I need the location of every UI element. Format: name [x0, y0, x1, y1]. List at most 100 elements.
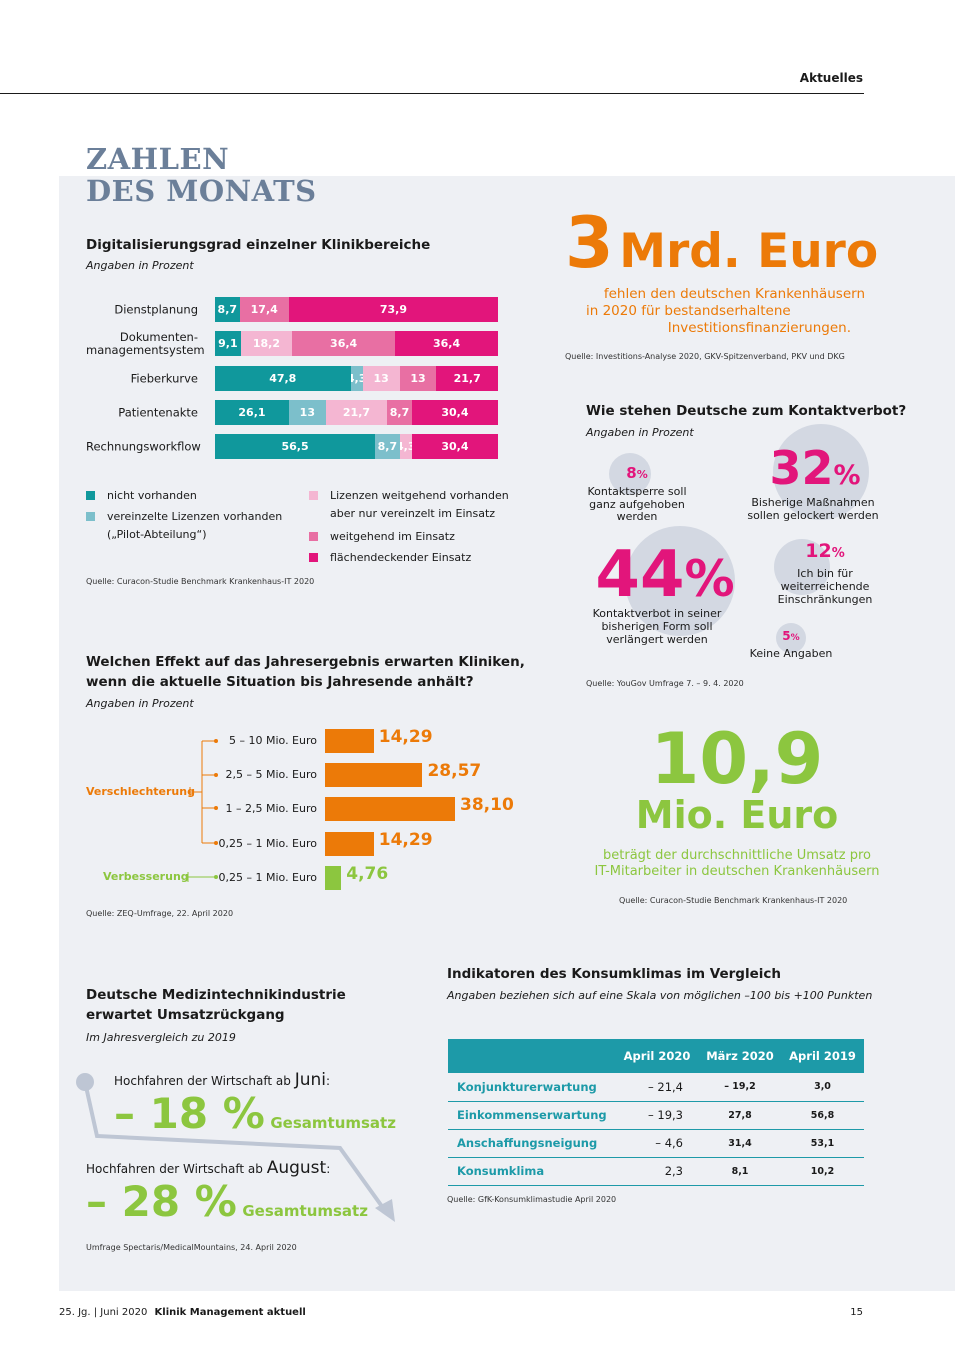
kontakt-44-line2: bisherigen Form soll — [601, 620, 713, 633]
bar-segment-weitgehend: 36,4 — [292, 331, 396, 356]
kontakt-44-pct: % — [684, 550, 735, 608]
digital-row-label: Dienstplanung — [114, 302, 198, 316]
digital-row: Dokumenten-managementsystem 9,1 18,2 36,4 36… — [86, 330, 506, 356]
bar-segment-nicht: 56,5 — [215, 434, 376, 459]
footer-journal: Klinik Management aktuell — [154, 1307, 306, 1318]
mrd-source: Quelle: Investitions-Analyse 2020, GKV-S… — [565, 352, 845, 361]
legend-nicht: nicht vorhanden — [107, 489, 197, 502]
bar-segment-nicht: 9,1 — [215, 331, 241, 356]
kontakt-8-line2: ganz aufgehoben — [589, 497, 685, 511]
bar-segment-weitgehend: 8,7 — [387, 400, 412, 425]
bubble-5 — [776, 623, 806, 653]
effekt-group-good: Verbesserung — [103, 870, 189, 883]
legend-vereinzelt-line1: vereinzelte Lizenzen vorhanden — [107, 510, 283, 523]
legend-flaechendeckend: flächendeckender Einsatz — [330, 551, 472, 564]
kontakt-8-line1: Kontaktsperre soll — [587, 485, 687, 498]
page-title: ZAHLEN DES MONATS — [86, 143, 317, 207]
effekt-category-label: 0,25 – 1 Mio. Euro — [218, 871, 318, 884]
konsum-cell: 27,8 — [699, 1101, 781, 1130]
section-label: Aktuelles — [799, 71, 863, 85]
effekt-title: Welchen Effekt auf das Jahresergebnis er… — [86, 652, 525, 692]
konsum-table: April 2020 März 2020 April 2019 Konjunkt… — [448, 1039, 864, 1186]
kontakt-32-value: 32% — [740, 445, 890, 491]
kontakt-title: Wie stehen Deutsche zum Kontaktverbot? — [586, 403, 907, 419]
bar-segment-lizenzen: 21,7 — [325, 400, 388, 425]
effekt-bar — [325, 797, 455, 821]
umsatz-text-line2: IT-Mitarbeiter in deutschen Krankenhäuse… — [594, 864, 880, 879]
effekt-value-label: 4,76 — [346, 864, 389, 884]
konsum-table-wrap: April 2020 März 2020 April 2019 Konjunkt… — [448, 1039, 864, 1186]
bubble-44 — [625, 526, 735, 636]
kontakt-8-number: 8 — [626, 464, 637, 482]
kontakt-source: Quelle: YouGov Umfrage 7. – 9. 4. 2020 — [586, 679, 744, 688]
legend-swatch-vereinzelt — [86, 512, 95, 521]
digital-bar: 47,8 4,3 13 13 21,7 — [215, 366, 498, 391]
mrd-unit: Mrd. Euro — [619, 224, 879, 279]
legend-swatch-flaechendeckend — [309, 553, 318, 562]
kontakt-5-value: 5% — [761, 630, 821, 643]
bar-segment-flaechendeckend: 73,9 — [288, 297, 498, 322]
effekt-subtitle: Angaben in Prozent — [86, 697, 194, 710]
digital-bar: 8,7 17,4 73,9 — [215, 297, 498, 322]
bar-segment-nicht: 26,1 — [215, 400, 289, 425]
kontakt-32-pct: % — [833, 460, 861, 491]
konsum-cell: 3,0 — [781, 1073, 864, 1102]
kontakt-8-text: Kontaktsperre soll ganz aufgehoben werde… — [575, 485, 699, 524]
legend-swatch-lizenzen — [309, 491, 318, 500]
konsum-cell: – 19,2 — [699, 1073, 781, 1102]
effekt-value-label: 28,57 — [427, 761, 482, 781]
bar-segment-flaechendeckend: 36,4 — [395, 331, 498, 356]
medtech-s1-result: – 18 % Gesamtumsatz — [114, 1093, 396, 1135]
medtech-s2-value: – 28 % — [86, 1177, 237, 1226]
kontakt-8-value: 8% — [579, 464, 695, 482]
konsum-cell: 2,3 — [615, 1157, 699, 1186]
mrd-number: 3 — [565, 202, 614, 284]
bar-segment-vereinzelt: 8,7 — [375, 434, 400, 459]
digital-bar: 9,1 18,2 36,4 36,4 — [215, 331, 498, 356]
kontakt-12-pct: % — [831, 546, 845, 561]
kontakt-8-line3: werden — [616, 510, 658, 523]
medtech-s1-label: Gesamtumsatz — [270, 1114, 396, 1132]
konsum-cell: – 21,4 — [615, 1073, 699, 1102]
effekt-bar — [325, 729, 374, 753]
effekt-source: Quelle: ZEQ-Umfrage, 22. April 2020 — [86, 909, 234, 918]
footer: 25. Jg. | Juni 2020 Klinik Management ak… — [59, 1307, 306, 1318]
kontakt-12-value: 12% — [770, 542, 880, 561]
digital-row-label: Fieberkurve — [130, 371, 198, 385]
medtech-s2-label: Gesamtumsatz — [242, 1202, 368, 1220]
effekt-title-line1: Welchen Effekt auf das Jahresergebnis er… — [86, 654, 525, 670]
kontakt-5-number: 5 — [782, 629, 791, 643]
kontakt-12-line1: Ich bin für — [797, 567, 853, 580]
medtech-s1-pre: Hochfahren der Wirtschaft ab — [114, 1074, 295, 1088]
konsum-cell: 31,4 — [699, 1129, 781, 1158]
medtech-s1-month: Juni — [294, 1070, 326, 1090]
konsum-cell: 10,2 — [781, 1157, 864, 1186]
effekt-bar — [325, 763, 423, 787]
kontakt-44-number: 44 — [595, 538, 685, 612]
medtech-title: Deutsche Medizintechnikindustrie erwarte… — [86, 985, 346, 1025]
digital-row-label: Rechnungsworkflow — [86, 439, 201, 453]
konsum-header-row: April 2020 März 2020 April 2019 — [448, 1039, 864, 1073]
kontakt-32-line1: Bisherige Maßnahmen — [751, 496, 875, 509]
konsum-cell: – 19,3 — [615, 1101, 699, 1130]
digital-row: Fieberkurve 47,8 4,3 13 13 21,7 — [86, 366, 506, 391]
effekt-title-line2: wenn die aktuelle Situation bis Jahresen… — [86, 674, 474, 690]
konsum-row-label: Konsumklima — [448, 1157, 615, 1186]
mrd-text-line3: Investitionsfinanzierungen. — [667, 320, 851, 336]
effekt-category-label: 2,5 – 5 Mio. Euro — [225, 768, 318, 781]
bar-segment-weitgehend: 17,4 — [239, 297, 289, 322]
konsum-cell: – 4,6 — [615, 1129, 699, 1158]
konsum-row-label: Konjunkturerwartung — [448, 1073, 615, 1102]
digital-subtitle: Angaben in Prozent — [86, 259, 194, 272]
konsum-row-label: Einkommenserwartung — [448, 1101, 615, 1130]
konsum-header-empty — [448, 1039, 615, 1073]
medtech-scenario1: Hochfahren der Wirtschaft ab Juni: — [114, 1070, 330, 1090]
page-number: 15 — [850, 1307, 863, 1318]
umsatz-number: 10,9 — [650, 718, 824, 800]
digital-row: Dienstplanung 8,7 17,4 73,9 — [86, 297, 506, 322]
mrd-figure: 3 Mrd. Euro — [565, 208, 878, 278]
medtech-title-line2: erwartet Umsatzrückgang — [86, 1007, 285, 1023]
umsatz-unit: Mio. Euro — [635, 793, 839, 837]
